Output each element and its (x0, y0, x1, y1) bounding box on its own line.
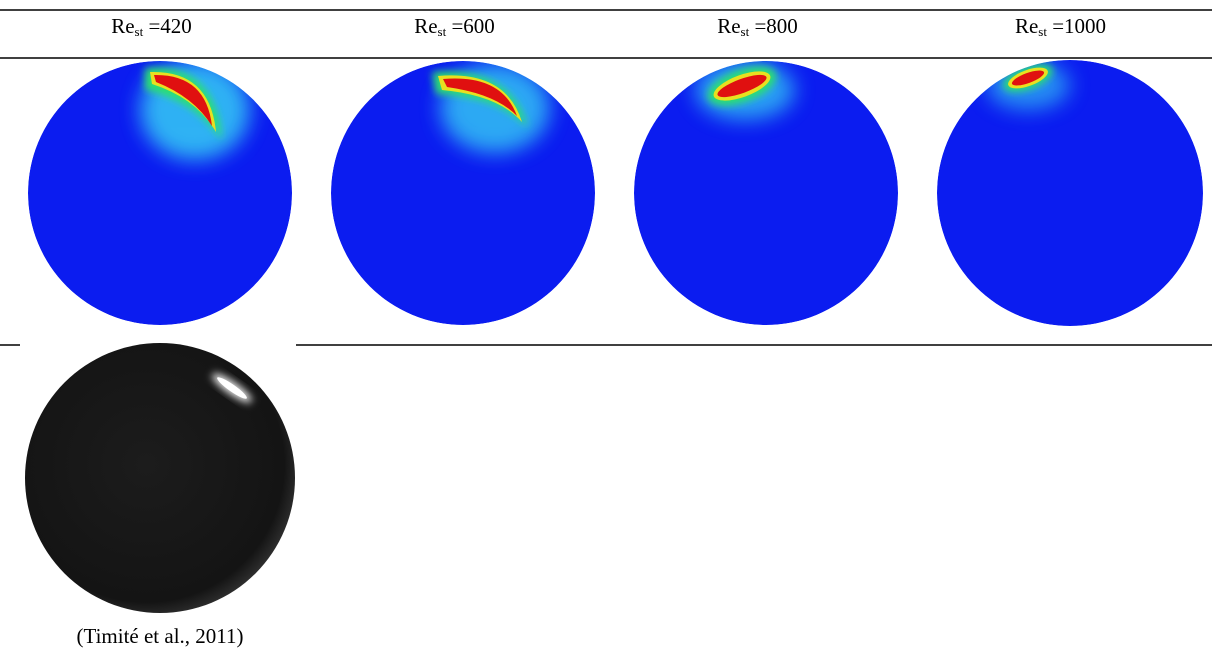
figure: Rest =420 Rest =600 Rest =800 Rest =1000… (0, 0, 1212, 660)
header-value: =1000 (1047, 14, 1106, 38)
column-header: Rest =600 (303, 14, 606, 40)
contour-image (331, 61, 595, 325)
caption: (Timité et al., 2011) (20, 624, 300, 649)
contour-image (937, 59, 1203, 326)
header-main: Re (1015, 14, 1038, 38)
column-header: Rest =800 (606, 14, 909, 40)
header-value: =800 (749, 14, 798, 38)
header-sub: st (741, 24, 750, 39)
column-header: Rest =420 (0, 14, 303, 40)
header-sub: st (135, 24, 144, 39)
header-main: Re (717, 14, 740, 38)
contour-image (634, 59, 898, 325)
photo-image (25, 343, 295, 613)
header-sub: st (438, 24, 447, 39)
header-sub: st (1038, 24, 1047, 39)
column-header: Rest =1000 (909, 14, 1212, 40)
figure-graphics (0, 0, 1212, 660)
header-value: =420 (143, 14, 192, 38)
contour-image (28, 60, 292, 325)
header-main: Re (111, 14, 134, 38)
header-main: Re (414, 14, 437, 38)
header-value: =600 (446, 14, 495, 38)
